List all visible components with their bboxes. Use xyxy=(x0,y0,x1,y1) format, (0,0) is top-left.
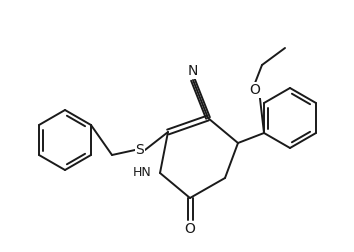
Text: O: O xyxy=(184,222,195,236)
Text: S: S xyxy=(136,143,144,157)
Text: N: N xyxy=(188,64,198,78)
Text: HN: HN xyxy=(133,167,152,179)
Text: O: O xyxy=(250,83,261,97)
